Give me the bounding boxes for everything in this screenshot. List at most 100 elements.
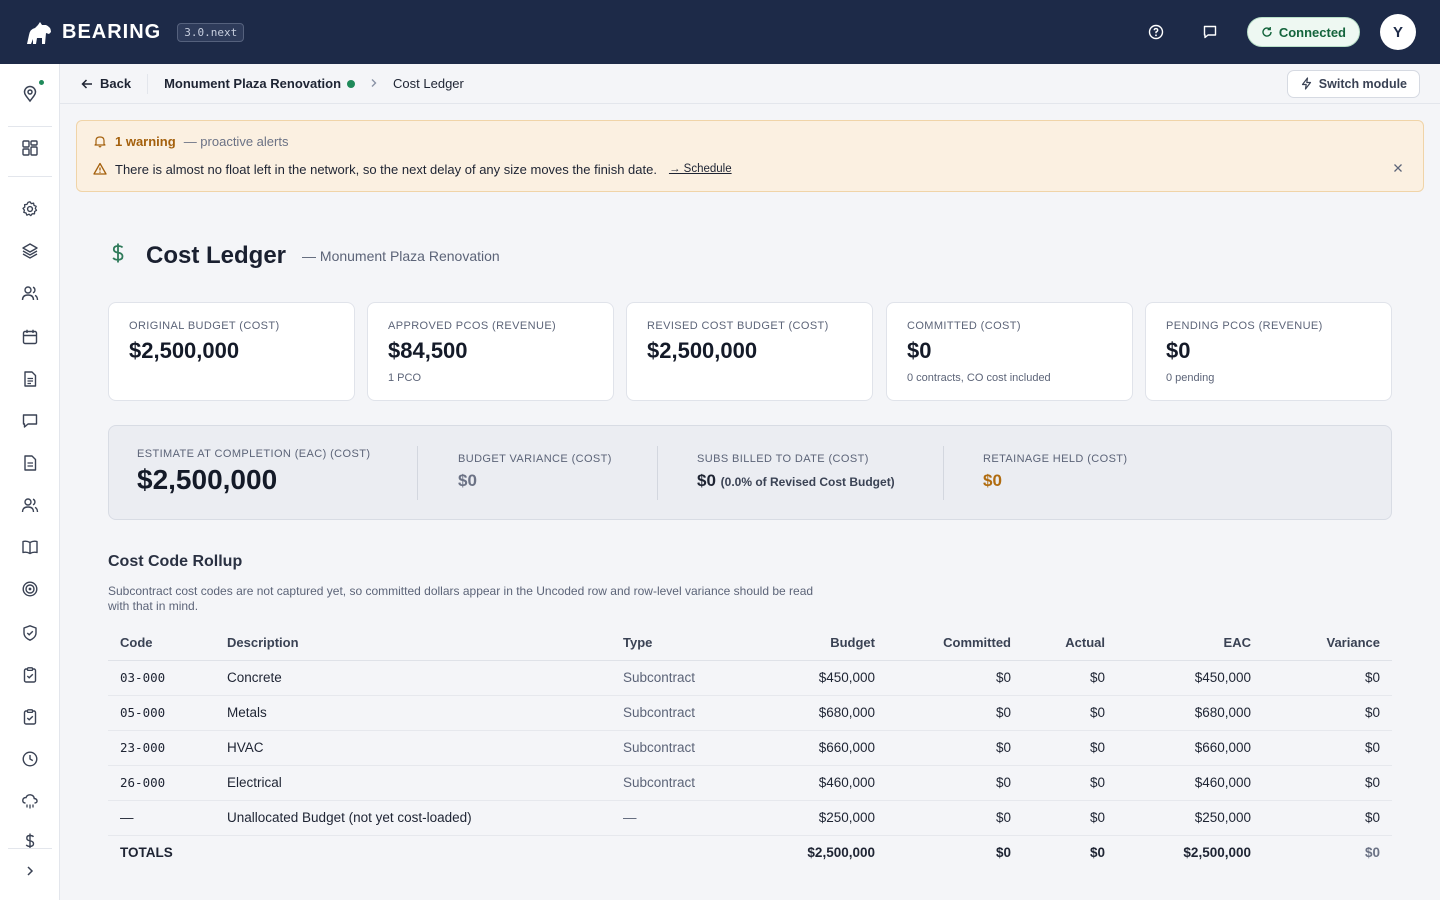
cell-actual: $0 xyxy=(1023,800,1117,836)
dollar-icon xyxy=(25,833,35,849)
messages-button[interactable] xyxy=(1193,15,1227,49)
cell-budget: $250,000 xyxy=(741,800,887,836)
sidebar-item-safety[interactable] xyxy=(18,621,42,645)
kpi-note: 0 contracts, CO cost included xyxy=(907,372,1051,384)
lightning-icon xyxy=(1301,77,1311,90)
cell-committed: $0 xyxy=(887,800,1023,836)
logo[interactable]: BEARING 3.0.next xyxy=(24,17,245,47)
expand-sidebar-button[interactable] xyxy=(18,859,42,883)
cell-code: 03-000 xyxy=(108,660,215,696)
team-icon xyxy=(21,498,39,513)
kpi-label: COMMITTED (COST) xyxy=(907,320,1021,332)
sidebar-item-chat[interactable] xyxy=(18,409,42,433)
cell-variance: $0 xyxy=(1263,765,1392,801)
billed-label: SUBS BILLED TO DATE (COST) xyxy=(697,453,869,465)
summary-band: ESTIMATE AT COMPLETION (EAC) (COST) $2,5… xyxy=(108,425,1392,520)
shield-icon xyxy=(23,625,37,641)
cell-description: Metals xyxy=(215,695,611,731)
cell-variance: $0 xyxy=(1263,800,1392,836)
document-icon xyxy=(24,371,37,387)
sidebar-item-documents[interactable] xyxy=(18,367,42,391)
cell-eac: $680,000 xyxy=(1117,695,1263,731)
cell-description: HVAC xyxy=(215,730,611,766)
sidebar-item-targets[interactable] xyxy=(18,577,42,601)
dollar-icon xyxy=(108,242,132,270)
table-row[interactable]: 23-000 HVAC Subcontract $660,000 $0 $0 $… xyxy=(108,730,1392,766)
summary-variance: BUDGET VARIANCE (COST) $0 xyxy=(458,453,612,491)
summary-retainage: RETAINAGE HELD (COST) $0 xyxy=(983,453,1128,491)
cell-variance: $0 xyxy=(1263,660,1392,696)
cell-committed: $0 xyxy=(887,660,1023,696)
table-row[interactable]: 26-000 Electrical Subcontract $460,000 $… xyxy=(108,765,1392,801)
column-header-actual[interactable]: Actual xyxy=(1023,626,1117,661)
sidebar-item-library[interactable] xyxy=(18,535,42,559)
layers-icon xyxy=(22,243,38,259)
kpi-value: $84,500 xyxy=(388,338,468,363)
sidebar-item-checklists[interactable] xyxy=(18,663,42,687)
user-avatar[interactable]: Y xyxy=(1380,14,1416,50)
sidebar-item-history[interactable] xyxy=(18,747,42,771)
variance-label: BUDGET VARIANCE (COST) xyxy=(458,453,612,465)
breadcrumb-project[interactable]: Monument Plaza Renovation xyxy=(164,76,356,91)
sidebar xyxy=(0,64,60,900)
totals-budget: $2,500,000 xyxy=(807,845,875,861)
message-icon xyxy=(1203,25,1217,39)
alert-subtitle: — proactive alerts xyxy=(183,133,289,149)
sidebar-item-users[interactable] xyxy=(18,281,42,305)
cell-committed: $0 xyxy=(887,695,1023,731)
sidebar-item-weather[interactable] xyxy=(18,789,42,813)
cell-actual: $0 xyxy=(1023,730,1117,766)
kpi-card-revised-budget: REVISED COST BUDGET (COST) $2,500,000 xyxy=(626,302,873,401)
column-header-description[interactable]: Description xyxy=(215,626,611,661)
retainage-value: $0 xyxy=(983,471,1002,490)
kpi-note: 0 pending xyxy=(1166,372,1215,384)
column-header-committed[interactable]: Committed xyxy=(887,626,1023,661)
section-note: Subcontract cost codes are not captured … xyxy=(108,584,814,613)
users-icon xyxy=(21,286,39,301)
column-header-budget[interactable]: Budget xyxy=(741,626,887,661)
column-header-type[interactable]: Type xyxy=(611,626,741,661)
grid-icon xyxy=(22,140,38,156)
billed-value: $0 xyxy=(697,471,716,490)
warning-count: 1 warning xyxy=(115,133,176,149)
cell-budget: $450,000 xyxy=(741,660,887,696)
column-header-variance[interactable]: Variance xyxy=(1263,626,1392,661)
sidebar-item-calendar[interactable] xyxy=(18,325,42,349)
help-icon xyxy=(1148,24,1164,40)
dismiss-alert-button[interactable] xyxy=(1391,161,1405,175)
arrow-left-icon xyxy=(81,78,92,89)
variance-value: $0 xyxy=(458,471,477,490)
cell-actual: $0 xyxy=(1023,695,1117,731)
sidebar-item-team[interactable] xyxy=(18,493,42,517)
sidebar-item-dashboard[interactable] xyxy=(18,136,42,160)
sidebar-item-files[interactable] xyxy=(18,451,42,475)
connection-status-button[interactable]: Connected xyxy=(1246,17,1360,47)
table-row[interactable]: 03-000 Concrete Subcontract $450,000 $0 … xyxy=(108,660,1392,696)
totals-committed: $0 xyxy=(995,845,1011,861)
file-icon xyxy=(24,455,37,471)
project-status-dot xyxy=(347,79,356,88)
kpi-card-committed: COMMITTED (COST) $0 0 contracts, CO cost… xyxy=(886,302,1133,401)
kpi-note: 1 PCO xyxy=(388,372,422,384)
sidebar-item-cost[interactable] xyxy=(18,833,42,849)
sidebar-item-location[interactable] xyxy=(18,78,46,106)
table-row[interactable]: — Unallocated Budget (not yet cost-loade… xyxy=(108,800,1392,836)
sidebar-item-settings[interactable] xyxy=(18,197,42,221)
target-icon xyxy=(22,581,38,597)
cloud-rain-icon xyxy=(22,794,38,809)
cell-budget: $660,000 xyxy=(741,730,887,766)
eac-value: $2,500,000 xyxy=(137,464,278,495)
cell-type: — xyxy=(611,800,741,836)
cell-type: Subcontract xyxy=(611,765,741,801)
column-header-code[interactable]: Code xyxy=(108,626,215,661)
chat-icon xyxy=(22,414,38,428)
sidebar-item-layers[interactable] xyxy=(18,239,42,263)
column-header-eac[interactable]: EAC xyxy=(1117,626,1263,661)
table-row[interactable]: 05-000 Metals Subcontract $680,000 $0 $0… xyxy=(108,695,1392,731)
help-button[interactable] xyxy=(1139,15,1173,49)
cell-variance: $0 xyxy=(1263,695,1392,731)
schedule-link[interactable]: → Schedule xyxy=(668,163,732,175)
switch-module-button[interactable]: Switch module xyxy=(1286,69,1420,98)
back-button[interactable]: Back xyxy=(80,73,149,94)
sidebar-item-inspections[interactable] xyxy=(18,705,42,729)
